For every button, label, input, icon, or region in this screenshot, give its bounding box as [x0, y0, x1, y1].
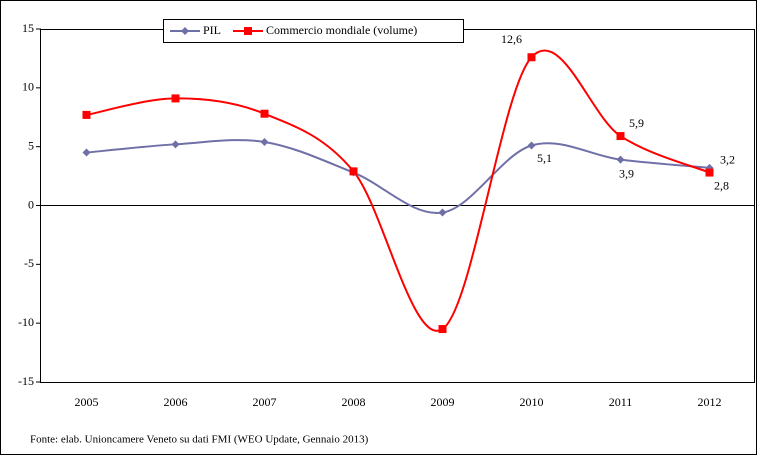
- x-tick-label: 2008: [342, 395, 366, 409]
- data-label: 2,8: [714, 178, 729, 192]
- marker: [82, 148, 91, 157]
- source-note: Fonte: elab. Unioncamere Veneto su dati …: [30, 434, 369, 446]
- data-label: 3,9: [619, 166, 634, 180]
- marker: [616, 155, 625, 164]
- legend-label: PIL: [203, 23, 221, 37]
- y-tick-label: 10: [22, 80, 34, 94]
- marker: [181, 27, 189, 35]
- x-tick-label: 2010: [520, 395, 544, 409]
- y-tick-label: 5: [28, 138, 34, 152]
- series-line: [86, 139, 710, 214]
- marker: [527, 141, 536, 150]
- data-label: 5,9: [629, 116, 644, 130]
- x-tick-label: 2012: [698, 395, 722, 409]
- marker: [244, 27, 252, 35]
- marker: [705, 168, 714, 177]
- y-tick-label: -15: [18, 374, 34, 388]
- data-label: 3,2: [720, 153, 735, 167]
- marker: [349, 167, 358, 176]
- x-tick-label: 2007: [253, 395, 277, 409]
- x-tick-label: 2005: [75, 395, 99, 409]
- y-tick-label: 0: [28, 197, 34, 211]
- marker: [82, 110, 91, 119]
- series-line: [86, 49, 710, 332]
- legend-label: Commercio mondiale (volume): [266, 23, 417, 37]
- marker: [171, 94, 180, 103]
- x-tick-label: 2009: [431, 395, 455, 409]
- marker: [438, 325, 447, 334]
- y-tick-label: -5: [24, 256, 34, 270]
- legend-box: [163, 19, 464, 43]
- x-tick-label: 2006: [164, 395, 188, 409]
- marker: [438, 208, 447, 217]
- data-label: 12,6: [501, 32, 522, 46]
- marker: [260, 109, 269, 118]
- marker: [527, 53, 536, 62]
- x-tick-label: 2011: [609, 395, 633, 409]
- marker: [260, 137, 269, 146]
- y-tick-label: 15: [22, 21, 34, 35]
- y-tick-label: -10: [18, 315, 34, 329]
- marker: [616, 132, 625, 141]
- data-label: 5,1: [537, 151, 552, 165]
- marker: [171, 140, 180, 149]
